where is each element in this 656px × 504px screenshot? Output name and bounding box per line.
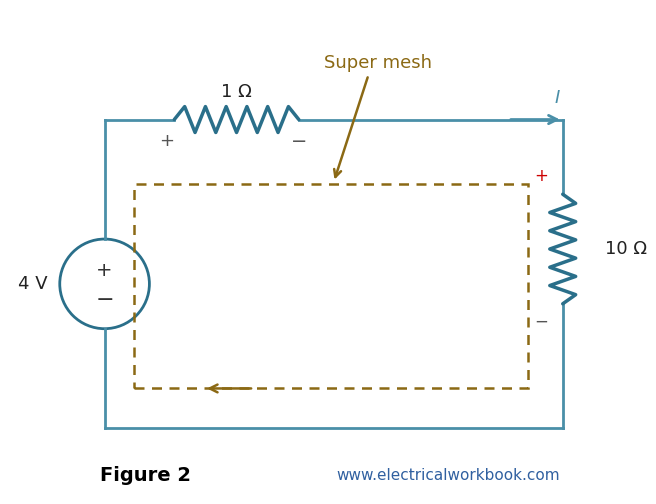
Text: +: + bbox=[534, 167, 548, 185]
Text: −: − bbox=[534, 312, 548, 331]
Text: 1 Ω: 1 Ω bbox=[221, 83, 252, 101]
Text: +: + bbox=[159, 133, 174, 151]
Text: Super mesh: Super mesh bbox=[325, 54, 432, 72]
Text: +: + bbox=[96, 262, 113, 280]
Text: −: − bbox=[291, 132, 307, 151]
Text: −: − bbox=[95, 290, 114, 310]
Text: www.electricalworkbook.com: www.electricalworkbook.com bbox=[337, 468, 560, 483]
Text: 10 Ω: 10 Ω bbox=[605, 240, 647, 258]
Text: 4 V: 4 V bbox=[18, 275, 48, 293]
Text: Figure 2: Figure 2 bbox=[100, 466, 191, 485]
Text: $I$: $I$ bbox=[554, 89, 561, 107]
